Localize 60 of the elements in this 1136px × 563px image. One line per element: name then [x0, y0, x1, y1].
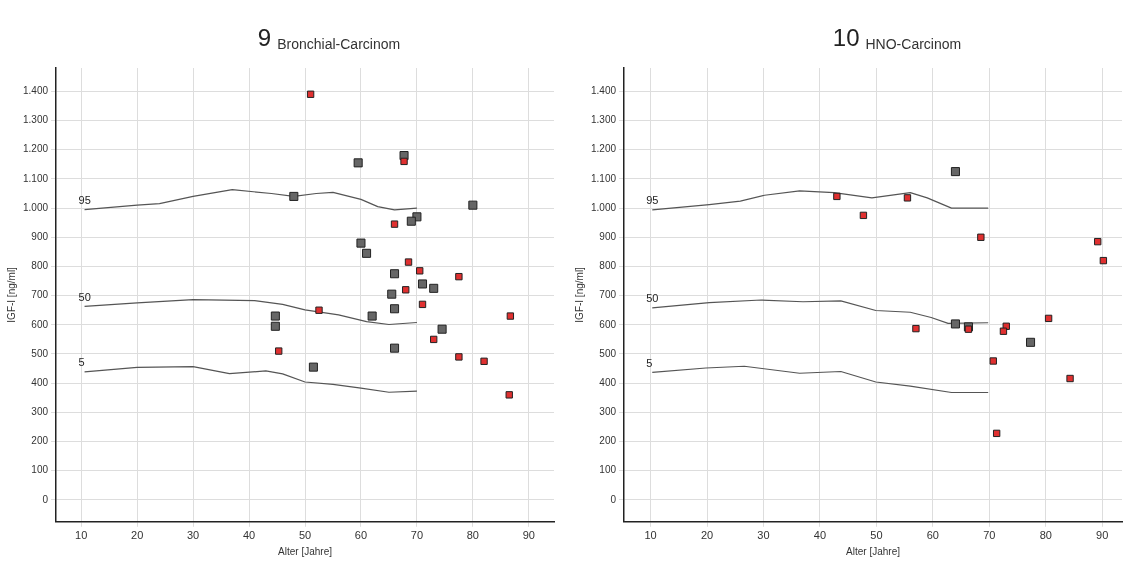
y-tick-label: 0 [610, 493, 617, 505]
x-tick-label: 50 [298, 529, 312, 542]
y-tick-label: 1.100 [590, 172, 617, 184]
y-tick-label: 1.300 [590, 114, 617, 126]
series-label: 50 [78, 290, 91, 303]
series-label: 5 [78, 356, 85, 369]
y-tick-label: 700 [31, 289, 49, 301]
y-tick-label: 300 [31, 406, 49, 418]
y-tick-label: 100 [599, 464, 617, 476]
y-tick-label: 1.400 [22, 85, 49, 97]
x-tick-label: 90 [522, 529, 535, 542]
y-tick-label: 1.100 [22, 172, 49, 184]
x-tick-label: 80 [466, 529, 479, 542]
y-tick-label: 100 [31, 464, 49, 476]
x-tick-label: 60 [354, 529, 368, 542]
y-tick-label: 0 [42, 493, 49, 505]
series-label: 95 [78, 194, 91, 207]
x-tick-label: 20 [131, 529, 144, 542]
y-tick-label: 1.000 [590, 201, 617, 213]
x-tick-label: 30 [186, 529, 200, 542]
x-tick-label: 40 [813, 529, 827, 542]
y-tick-label: 600 [31, 318, 49, 330]
x-tick-label: 30 [757, 529, 770, 542]
series-label: 95 [646, 194, 659, 207]
x-tick-label: 70 [983, 529, 996, 542]
y-axis-title: IGF-I [ng/ml] [5, 266, 17, 323]
x-tick-label: 80 [1039, 529, 1052, 542]
x-tick-label: 10 [644, 529, 657, 542]
y-tick-label: 900 [599, 231, 617, 243]
x-tick-label: 20 [700, 529, 714, 542]
y-tick-label: 1.000 [22, 201, 49, 213]
x-tick-label: 70 [410, 529, 424, 542]
chart-title: 9 Bronchial-Carcinom [257, 24, 401, 52]
series-label: 5 [646, 356, 653, 369]
x-tick-label: 40 [242, 529, 256, 542]
x-tick-label: 60 [926, 529, 939, 542]
y-tick-label: 300 [599, 406, 617, 418]
chart-title: 10 HNO-Carcinom [832, 24, 962, 52]
y-tick-label: 700 [599, 289, 617, 301]
series-label: 50 [646, 292, 659, 305]
y-tick-label: 600 [599, 318, 617, 330]
y-tick-label: 1.200 [590, 143, 617, 155]
x-tick-label: 50 [870, 529, 883, 542]
y-tick-label: 500 [599, 347, 617, 359]
y-axis-title: IGF-I [ng/ml] [573, 266, 585, 323]
y-tick-label: 1.400 [590, 85, 617, 97]
y-tick-label: 900 [31, 231, 49, 243]
x-axis-title: Alter [Jahre] [278, 545, 333, 557]
x-axis-title: Alter [Jahre] [846, 545, 901, 557]
y-tick-label: 200 [31, 435, 49, 447]
y-tick-label: 400 [599, 376, 617, 388]
y-tick-label: 200 [599, 435, 617, 447]
y-tick-label: 800 [599, 260, 617, 272]
y-tick-label: 500 [31, 347, 49, 359]
y-tick-label: 1.200 [22, 143, 49, 155]
x-tick-label: 90 [1096, 529, 1109, 542]
y-tick-label: 400 [31, 376, 49, 388]
x-tick-label: 10 [75, 529, 88, 542]
y-tick-label: 800 [31, 260, 49, 272]
y-tick-label: 1.300 [22, 114, 49, 126]
